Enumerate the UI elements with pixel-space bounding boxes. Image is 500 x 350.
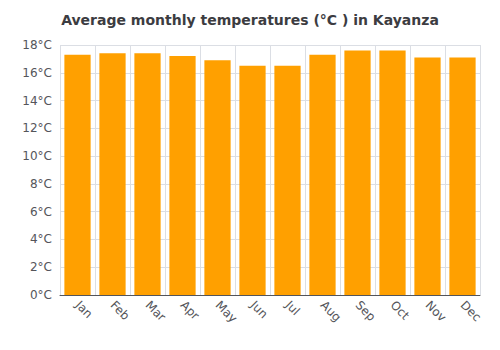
svg-text:10°C: 10°C <box>22 149 52 163</box>
svg-text:Aug: Aug <box>318 298 344 324</box>
svg-text:Jun: Jun <box>247 297 271 321</box>
svg-text:Feb: Feb <box>108 298 133 323</box>
svg-text:Jul: Jul <box>282 297 303 318</box>
svg-text:Jan: Jan <box>72 297 96 321</box>
svg-text:Oct: Oct <box>388 298 413 323</box>
svg-text:6°C: 6°C <box>30 205 52 219</box>
svg-text:Average monthly temperatures (: Average monthly temperatures (°C ) in Ka… <box>61 12 439 28</box>
svg-text:Sep: Sep <box>353 298 379 324</box>
svg-text:18°C: 18°C <box>22 38 52 52</box>
svg-text:12°C: 12°C <box>22 121 52 135</box>
svg-text:Nov: Nov <box>423 298 449 324</box>
svg-text:14°C: 14°C <box>22 94 52 108</box>
svg-text:0°C: 0°C <box>30 288 52 302</box>
svg-text:4°C: 4°C <box>30 232 52 246</box>
svg-text:2°C: 2°C <box>30 260 52 274</box>
svg-text:May: May <box>213 298 240 325</box>
svg-text:16°C: 16°C <box>22 66 52 80</box>
svg-text:Mar: Mar <box>143 298 169 324</box>
svg-text:Apr: Apr <box>178 298 203 323</box>
svg-text:8°C: 8°C <box>30 177 52 191</box>
svg-text:Dec: Dec <box>458 298 484 324</box>
